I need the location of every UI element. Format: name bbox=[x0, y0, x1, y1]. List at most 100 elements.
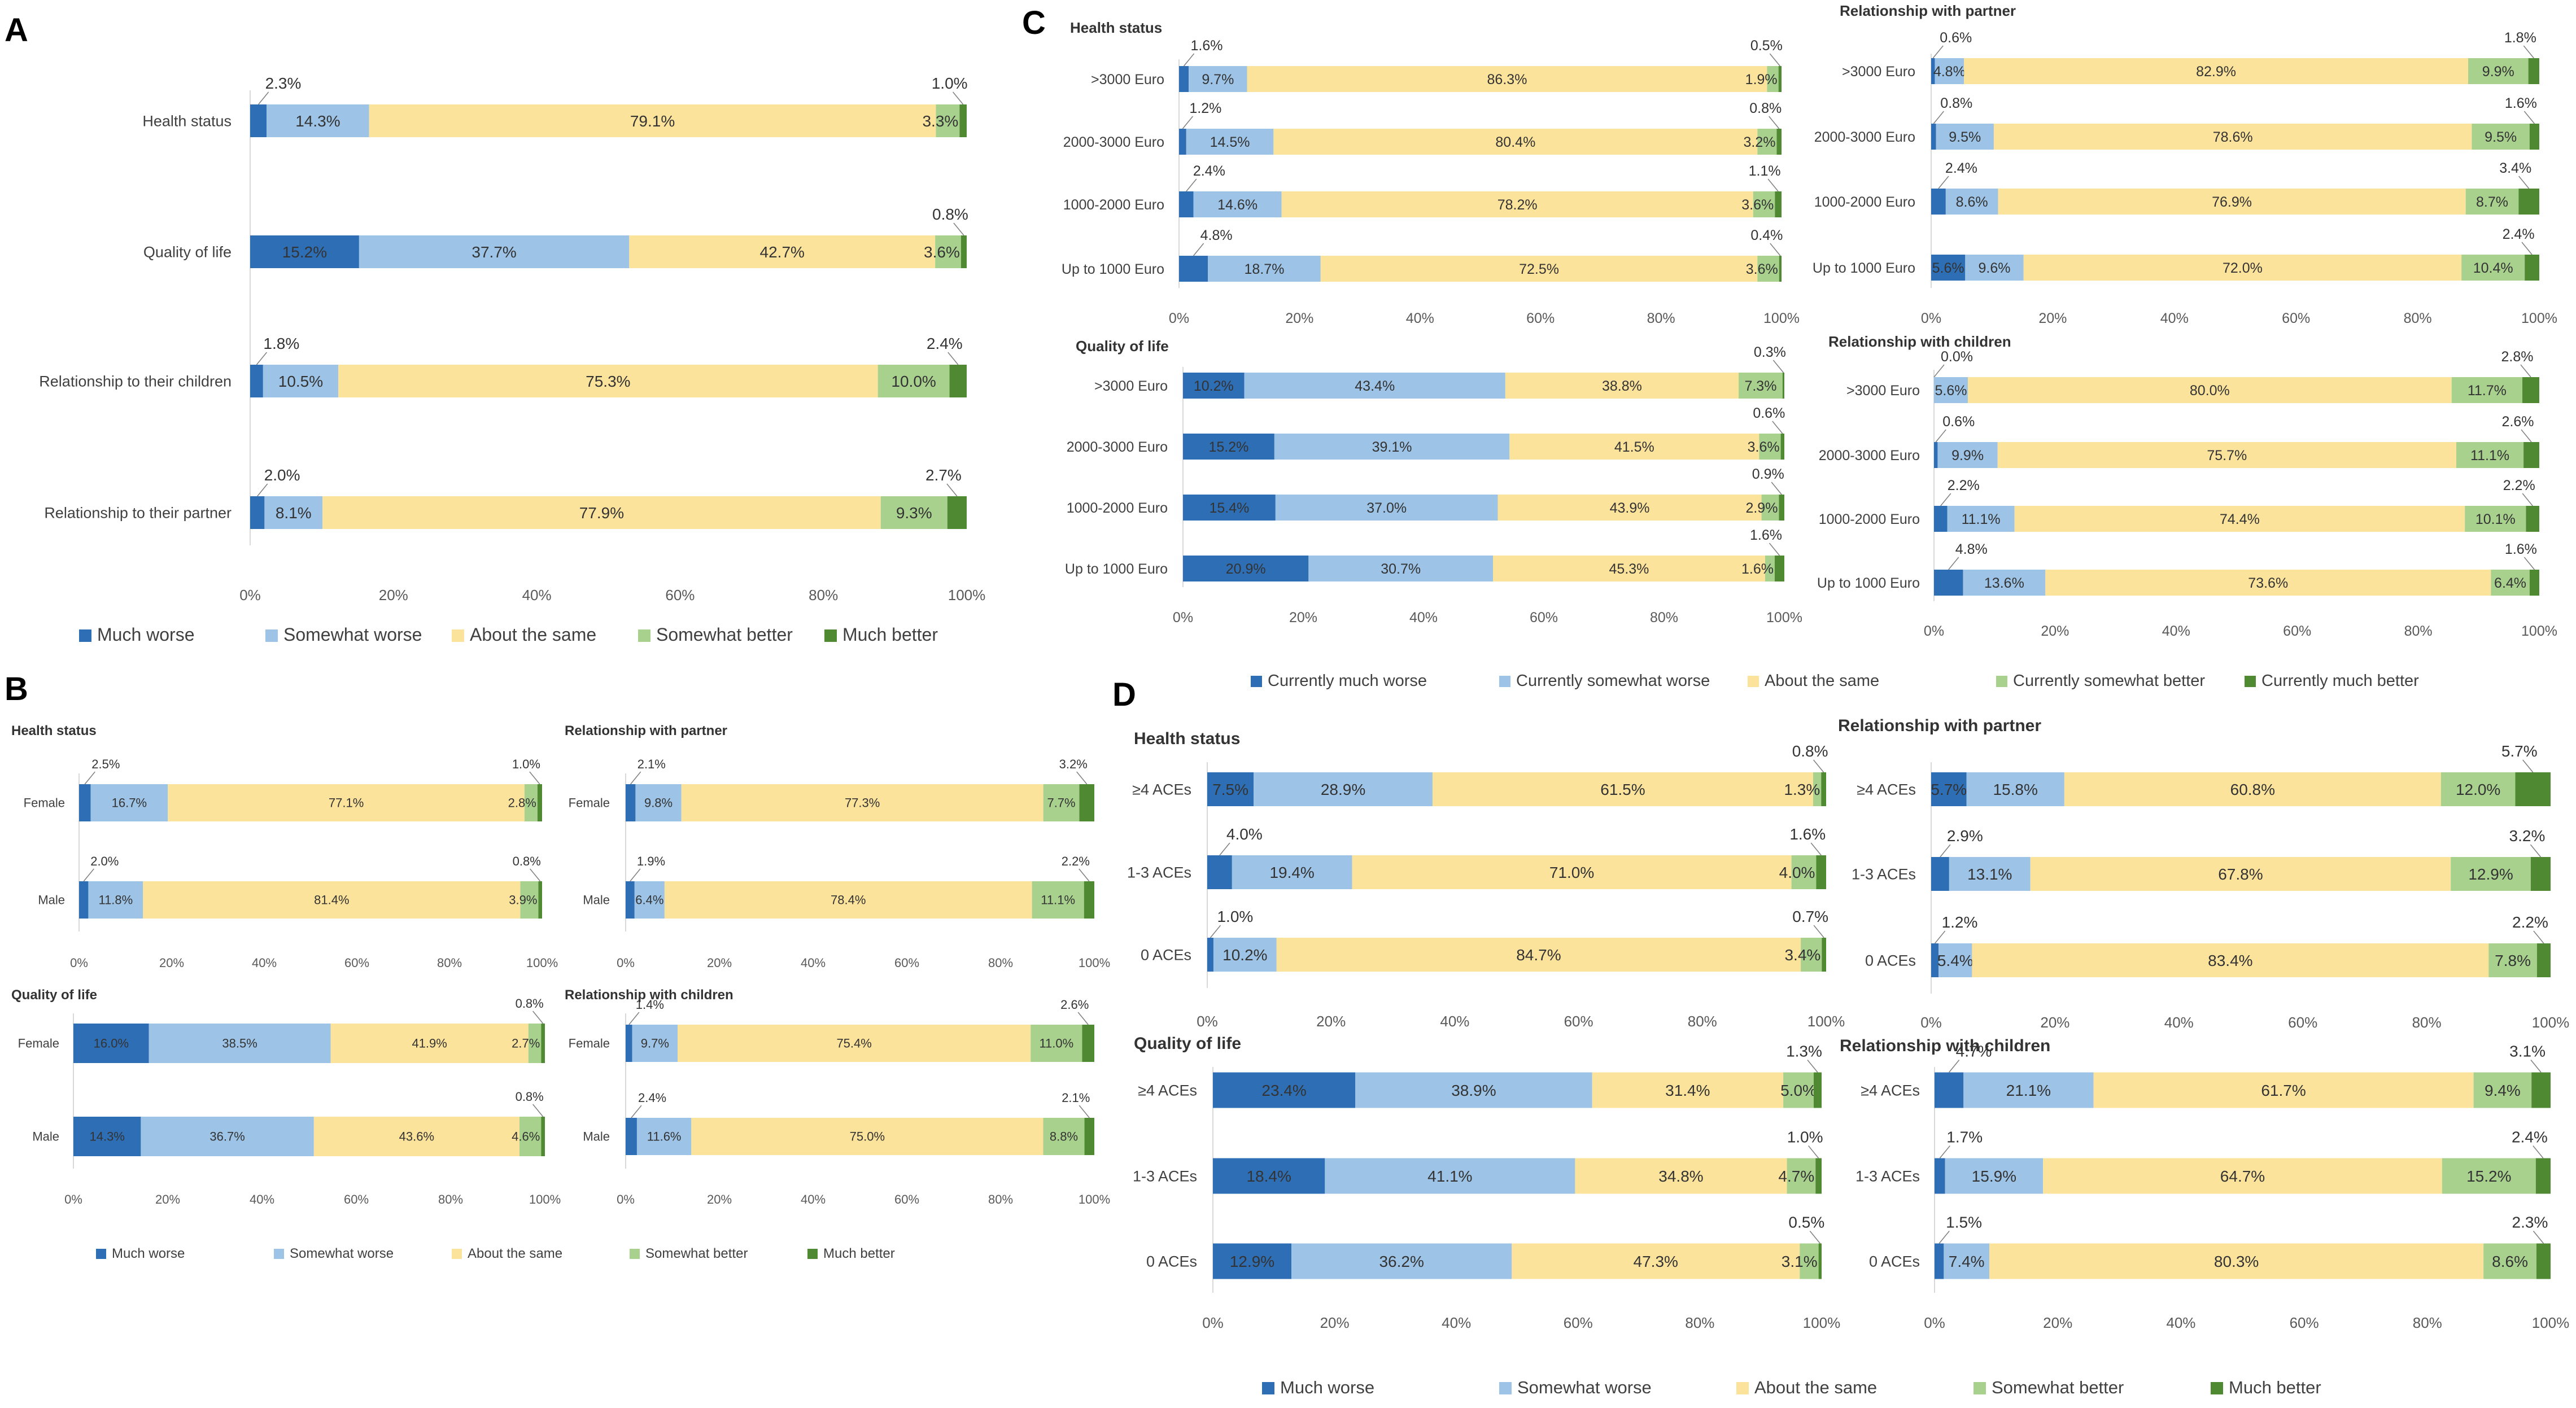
panel-d-chart-2-data-label: 12.9% bbox=[2468, 865, 2513, 883]
panel-b-chart-4-data-label: 8.8% bbox=[1050, 1130, 1078, 1144]
panel-d-chart-4-callout-line bbox=[2533, 1231, 2544, 1244]
panel-c-chart-4-data-label: 80.0% bbox=[2190, 383, 2230, 399]
panel-c-chart-3-data-label: 0.9% bbox=[1752, 466, 1784, 482]
panel-d-chart-2-data-label: 67.8% bbox=[2218, 865, 2263, 883]
panel-a-chart-1-data-label: 42.7% bbox=[760, 243, 805, 261]
panel-c-chart-4-data-label: 75.7% bbox=[2207, 448, 2247, 463]
panel-c-chart-3-tick-label: 0% bbox=[1173, 610, 1193, 626]
panel-d-chart-4-bar-somewhat-worse bbox=[1945, 1158, 2044, 1194]
panel-d-chart-4-data-label: 3.1% bbox=[2509, 1043, 2546, 1060]
panel-b-chart-1-bar-much-worse bbox=[79, 784, 91, 821]
panel-c-chart-2-data-label: 9.6% bbox=[1979, 260, 2011, 276]
panel-c-chart-1-data-label: 4.8% bbox=[1200, 228, 1233, 243]
panel-d-chart-1-callout-line bbox=[1219, 842, 1230, 856]
panel-d-chart-4-data-label: 7.4% bbox=[1949, 1253, 1985, 1270]
panel-b-chart-2-data-label: 7.7% bbox=[1047, 796, 1075, 810]
panel-b-legend-swatch-same bbox=[452, 1249, 462, 1259]
panel-a-chart-1-data-label: 2.7% bbox=[925, 466, 962, 484]
panel-c-chart-2-callout-line bbox=[1932, 45, 1944, 59]
panel-d-chart-3-tick-label: 100% bbox=[1803, 1314, 1841, 1331]
panel-c-chart-4-bar-same bbox=[2014, 506, 2465, 532]
panel-c-chart-2-category-label: >3000 Euro bbox=[1842, 64, 1915, 80]
panel-d-chart-1-data-label: 3.4% bbox=[1784, 946, 1820, 964]
panel-b-chart-2-callout-line bbox=[1079, 868, 1090, 882]
panel-d-chart-3-tick-label: 60% bbox=[1564, 1314, 1593, 1331]
panel-b-chart-3-data-label: 0.8% bbox=[516, 996, 544, 1011]
panel-a-legend-swatch-same bbox=[452, 629, 464, 642]
panel-a-chart-1-tick-label: 0% bbox=[239, 587, 261, 604]
panel-b-chart-3-title: Quality of life bbox=[11, 987, 97, 1003]
panel-c-chart-4-data-label: 74.4% bbox=[2220, 511, 2260, 527]
panel-b-chart-3-bar-same bbox=[313, 1117, 519, 1156]
panel-d-chart-4-data-label: 9.4% bbox=[2485, 1082, 2521, 1099]
panel-c-chart-1-category-label: >3000 Euro bbox=[1091, 72, 1164, 88]
panel-b-chart-2-tick-label: 0% bbox=[617, 956, 635, 970]
panel-c-chart-3-tick-label: 20% bbox=[1289, 610, 1317, 626]
panel-d-chart-2-category-label: 0 ACEs bbox=[1865, 952, 1916, 969]
panel-c-chart-3-bar-much-better bbox=[1782, 373, 1784, 399]
panel-d-chart-2-callout-line bbox=[2522, 759, 2534, 773]
panel-c-chart-1-bar-somewhat-better bbox=[1767, 66, 1779, 92]
panel-b-chart-3-bar-somewhat-better bbox=[528, 1024, 542, 1063]
panel-c-chart-1-bar-much-better bbox=[1779, 256, 1782, 282]
panel-d-chart-1-bar-same bbox=[1352, 855, 1792, 889]
panel-b-chart-4-callout-line bbox=[631, 1105, 642, 1118]
panel-c-chart-1-data-label: 3.6% bbox=[1746, 261, 1778, 277]
panel-c-chart-1-callout-line bbox=[1193, 243, 1204, 256]
panel-b-chart-3-data-label: 2.7% bbox=[512, 1037, 540, 1051]
panel-d-chart-3-data-label: 1.0% bbox=[1787, 1129, 1823, 1146]
panel-c-chart-2-data-label: 8.7% bbox=[2476, 194, 2508, 210]
panel-d-chart-3-bar-much-better bbox=[1815, 1158, 1822, 1194]
panel-b-chart-2-bar-somewhat-better bbox=[1043, 784, 1080, 821]
panel-b-chart-1-bar-somewhat-better bbox=[524, 784, 538, 821]
panel-c-chart-4-bar-much-better bbox=[2523, 442, 2539, 468]
panel-d-chart-3-bar-same bbox=[1575, 1158, 1787, 1194]
panel-c-chart-3-callout-line bbox=[1772, 421, 1783, 434]
panel-c-chart-1-bar-somewhat-better bbox=[1757, 256, 1779, 282]
panel-c-chart-2-callout-line bbox=[1933, 111, 1944, 124]
panel-c-chart-3-tick-label: 40% bbox=[1409, 610, 1438, 626]
panel-a-chart-1-data-label: 77.9% bbox=[579, 504, 624, 522]
panel-c-chart-3-tick-label: 100% bbox=[1766, 610, 1802, 626]
panel-a-letter: A bbox=[5, 12, 28, 49]
panel-d-chart-3-data-label: 4.7% bbox=[1778, 1167, 1814, 1185]
panel-b-legend-swatch-somewhat-worse bbox=[274, 1249, 284, 1259]
panel-d-legend-swatch-somewhat-better bbox=[1974, 1382, 1986, 1394]
panel-d-chart-2-bar-somewhat-better bbox=[2451, 857, 2531, 891]
panel-b-legend-label-somewhat-better: Somewhat better bbox=[645, 1246, 748, 1261]
panel-a-chart-1-data-label: 0.8% bbox=[932, 205, 968, 223]
panel-c-chart-4-tick-label: 40% bbox=[2162, 623, 2190, 639]
panel-b-chart-3-bar-somewhat-better bbox=[519, 1117, 542, 1156]
panel-c-chart-1-bar-same bbox=[1320, 256, 1758, 282]
panel-b-chart-4-tick-label: 60% bbox=[894, 1192, 919, 1206]
panel-d-chart-3-bar-same bbox=[1592, 1072, 1784, 1108]
panel-c-chart-2-tick-label: 0% bbox=[1921, 311, 1941, 326]
panel-d-chart-4-data-label: 21.1% bbox=[2006, 1082, 2051, 1099]
panel-c-chart-2-tick-label: 80% bbox=[2404, 311, 2432, 326]
panel-a-chart-1-tick-label: 80% bbox=[809, 587, 838, 604]
panel-c-chart-1-tick-label: 0% bbox=[1169, 311, 1189, 326]
panel-c-chart-2-category-label: 1000-2000 Euro bbox=[1814, 194, 1915, 210]
panel-a-chart-1-data-label: 9.3% bbox=[896, 504, 932, 522]
panel-a-chart-1-bar-somewhat-worse bbox=[263, 365, 339, 397]
panel-d-chart-1-bar-much-better bbox=[1821, 772, 1826, 806]
panel-c-chart-1-bar-much-worse bbox=[1179, 256, 1208, 282]
panel-c-chart-2-data-label: 1.8% bbox=[2504, 30, 2536, 46]
panel-d-chart-3-bar-much-worse bbox=[1213, 1158, 1325, 1194]
panel-a-chart-1-data-label: 2.0% bbox=[264, 466, 300, 484]
panel-c-chart-4-data-label: 2.2% bbox=[1948, 478, 1980, 493]
panel-c-chart-3-data-label: 43.4% bbox=[1355, 378, 1395, 394]
panel-d-chart-1-bar-somewhat-worse bbox=[1232, 855, 1352, 889]
panel-a-chart-1-bar-somewhat-worse bbox=[359, 235, 630, 268]
panel-d-chart-3-tick-label: 40% bbox=[1442, 1314, 1471, 1331]
panel-c-chart-3-data-label: 45.3% bbox=[1609, 561, 1649, 577]
panel-d-legend-label-somewhat-better: Somewhat better bbox=[1992, 1378, 2124, 1397]
panel-d-chart-1-bar-much-better bbox=[1816, 855, 1826, 889]
panel-c-chart-4-data-label: 11.1% bbox=[1962, 511, 2001, 527]
panel-c-chart-2-data-label: 9.5% bbox=[1949, 129, 1981, 145]
panel-c-chart-2-data-label: 2.4% bbox=[2503, 226, 2535, 242]
panel-b-chart-4-data-label: 2.4% bbox=[638, 1091, 666, 1105]
panel-c-chart-3-bar-somewhat-worse bbox=[1275, 495, 1498, 521]
panel-b-chart-1-data-label: 81.4% bbox=[314, 893, 349, 907]
panel-c-chart-2-data-label: 8.6% bbox=[1956, 194, 1988, 210]
